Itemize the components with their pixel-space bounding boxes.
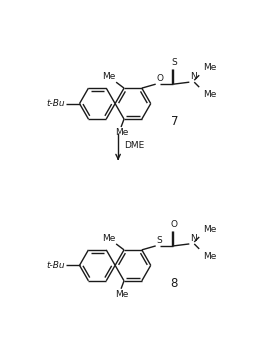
Text: O: O <box>156 74 163 83</box>
Text: Me: Me <box>203 63 216 72</box>
Text: S: S <box>172 58 177 67</box>
Text: N: N <box>190 72 197 81</box>
Text: Me: Me <box>115 128 129 137</box>
Text: S: S <box>156 236 162 245</box>
Text: Me: Me <box>102 72 115 81</box>
Text: N: N <box>190 234 197 243</box>
Text: Me: Me <box>203 90 216 99</box>
Text: Me: Me <box>203 225 216 234</box>
Text: Me: Me <box>102 234 115 243</box>
Text: 7: 7 <box>170 115 178 128</box>
Text: Me: Me <box>115 290 129 299</box>
Text: DME: DME <box>124 141 144 150</box>
Text: Me: Me <box>203 252 216 261</box>
Text: 8: 8 <box>170 277 178 290</box>
Text: O: O <box>171 220 178 229</box>
Text: t-Bu: t-Bu <box>46 261 65 270</box>
Text: t-Bu: t-Bu <box>46 99 65 108</box>
